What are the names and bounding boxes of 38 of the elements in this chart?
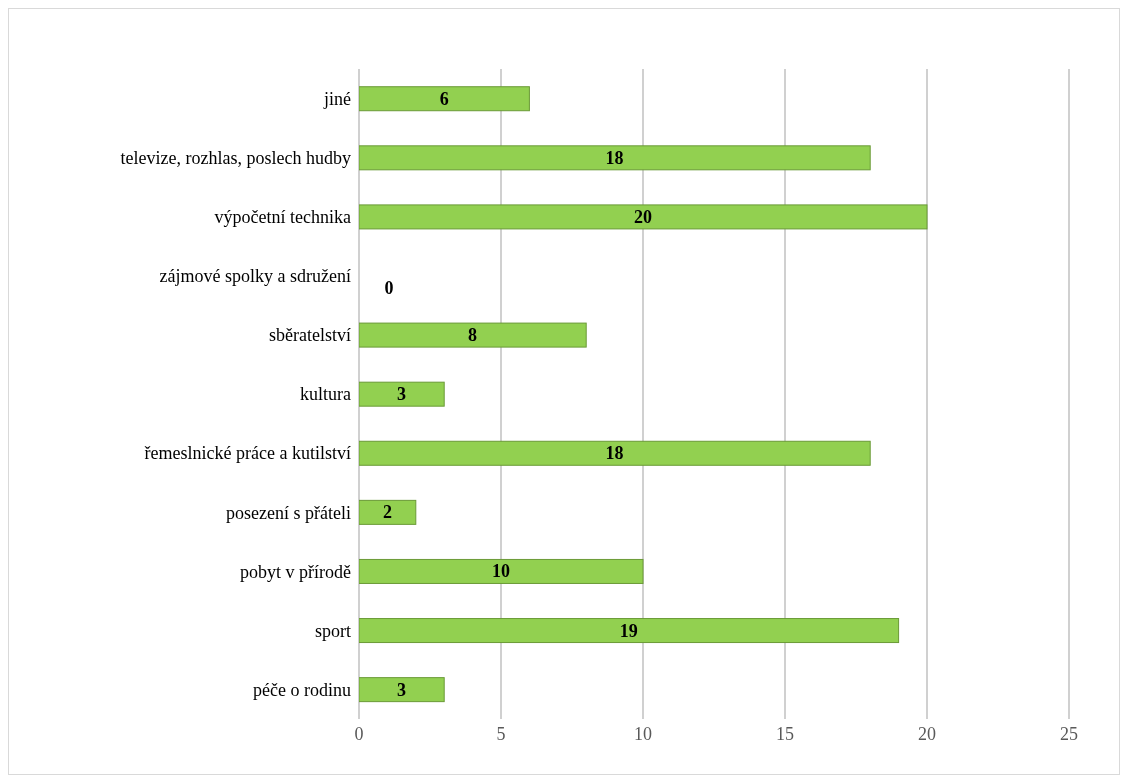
data-label: 3	[397, 679, 407, 700]
y-tick-label: výpočetní technika	[214, 207, 352, 228]
bar	[359, 145, 871, 171]
bar	[359, 499, 417, 525]
data-label: 6	[439, 88, 449, 109]
bar	[359, 86, 530, 112]
data-label: 0	[384, 278, 394, 298]
x-tick-label: 5	[496, 723, 506, 744]
y-tick-label: péče o rodinu	[253, 679, 351, 700]
data-label: 18	[605, 147, 624, 168]
y-tick-label: pobyt v přírodě	[240, 561, 352, 582]
data-label: 18	[605, 443, 624, 464]
bar	[359, 558, 644, 584]
data-label: 20	[634, 206, 652, 227]
y-tick-label: sběratelství	[269, 325, 351, 346]
x-tick-label: 15	[776, 723, 794, 744]
data-label: 19	[619, 620, 638, 641]
x-tick-label: 10	[634, 723, 652, 744]
bar	[359, 677, 445, 703]
x-tick-label: 0	[354, 723, 364, 744]
bar	[359, 322, 587, 348]
y-tick-label: televize, rozhlas, poslech hudby	[120, 148, 351, 169]
x-tick-label: 25	[1060, 723, 1078, 744]
y-tick-label: sport	[315, 620, 351, 641]
bar	[359, 440, 871, 466]
bar	[359, 381, 445, 407]
data-label: 8	[468, 325, 478, 346]
y-tick-label: posezení s přáteli	[226, 502, 351, 523]
y-tick-label: zájmové spolky a sdružení	[159, 266, 351, 287]
y-tick-label: řemeslnické práce a kutilství	[144, 443, 351, 464]
x-tick-label: 20	[918, 723, 936, 744]
data-label: 3	[397, 384, 407, 405]
y-tick-label: jiné	[323, 88, 351, 109]
bar	[359, 618, 900, 644]
data-label: 2	[382, 502, 392, 523]
bar	[359, 204, 928, 230]
data-label: 10	[492, 561, 510, 582]
y-tick-label: kultura	[300, 384, 351, 405]
